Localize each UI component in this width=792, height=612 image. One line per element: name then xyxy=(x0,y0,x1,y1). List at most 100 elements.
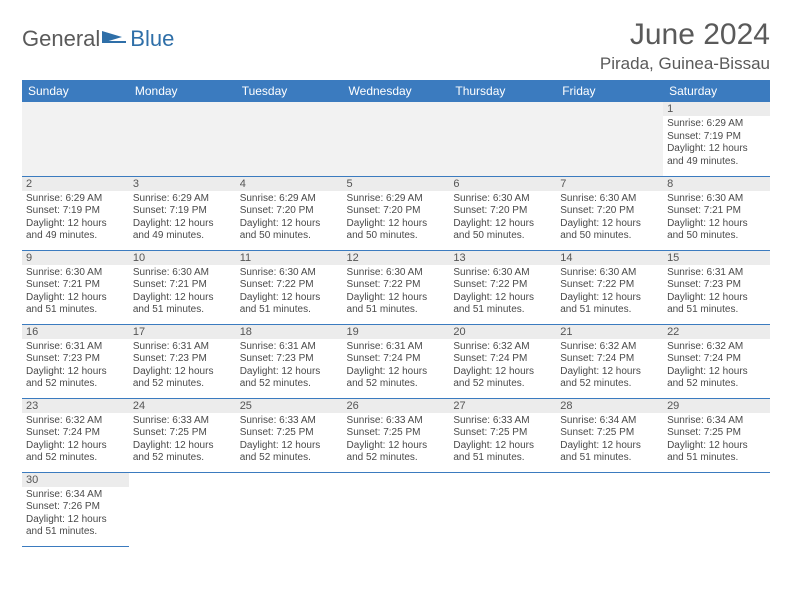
daylight-line: Daylight: 12 hours and 52 minutes. xyxy=(667,366,766,391)
daylight-line: Daylight: 12 hours and 49 minutes. xyxy=(133,218,232,243)
daylight-line: Daylight: 12 hours and 51 minutes. xyxy=(240,292,339,317)
daylight-line: Daylight: 12 hours and 50 minutes. xyxy=(347,218,446,243)
sunrise-line: Sunrise: 6:29 AM xyxy=(133,193,232,206)
daylight-line: Daylight: 12 hours and 51 minutes. xyxy=(667,440,766,465)
day-cell: 28 Sunrise: 6:34 AMSunset: 7:25 PMDayligh… xyxy=(556,398,663,472)
weekday-header: Thursday xyxy=(449,80,556,102)
daylight-line: Daylight: 12 hours and 52 minutes. xyxy=(26,440,125,465)
sunset-line: Sunset: 7:22 PM xyxy=(347,279,446,292)
calendar-row: 23Sunrise: 6:32 AMSunset: 7:24 PMDayligh… xyxy=(22,398,770,472)
daylight-line: Daylight: 12 hours and 51 minutes. xyxy=(560,440,659,465)
day-cell: 21Sunrise: 6:32 AMSunset: 7:24 PMDayligh… xyxy=(556,324,663,398)
sunset-line: Sunset: 7:25 PM xyxy=(560,427,659,440)
blank-cell xyxy=(129,472,236,546)
sunset-line: Sunset: 7:20 PM xyxy=(240,205,339,218)
daylight-line: Daylight: 12 hours and 52 minutes. xyxy=(240,440,339,465)
day-number: 19 xyxy=(343,325,450,339)
day-number: 25 xyxy=(236,399,343,413)
blank-cell xyxy=(236,472,343,546)
brand-logo: General Blue xyxy=(22,26,174,52)
daylight-line: Daylight: 12 hours and 50 minutes. xyxy=(560,218,659,243)
day-number: 14 xyxy=(556,251,663,265)
sunrise-line: Sunrise: 6:33 AM xyxy=(133,415,232,428)
day-cell: 11Sunrise: 6:30 AMSunset: 7:22 PMDayligh… xyxy=(236,250,343,324)
sunset-line: Sunset: 7:25 PM xyxy=(667,427,766,440)
sunset-line: Sunset: 7:23 PM xyxy=(240,353,339,366)
day-number: 13 xyxy=(449,251,556,265)
day-cell: 22Sunrise: 6:32 AMSunset: 7:24 PMDayligh… xyxy=(663,324,770,398)
day-cell: 13Sunrise: 6:30 AMSunset: 7:22 PMDayligh… xyxy=(449,250,556,324)
weekday-header: Friday xyxy=(556,80,663,102)
sunrise-line: Sunrise: 6:31 AM xyxy=(26,341,125,354)
weekday-header: Wednesday xyxy=(343,80,450,102)
day-cell: 27Sunrise: 6:33 AMSunset: 7:25 PMDayligh… xyxy=(449,398,556,472)
sunset-line: Sunset: 7:19 PM xyxy=(133,205,232,218)
sunset-line: Sunset: 7:21 PM xyxy=(26,279,125,292)
sunset-line: Sunset: 7:25 PM xyxy=(240,427,339,440)
title-block: June 2024 Pirada, Guinea-Bissau xyxy=(600,18,770,74)
flag-icon xyxy=(102,27,128,52)
sunset-line: Sunset: 7:24 PM xyxy=(347,353,446,366)
blank-cell xyxy=(663,472,770,546)
day-number: 18 xyxy=(236,325,343,339)
calendar-row: 9Sunrise: 6:30 AMSunset: 7:21 PMDaylight… xyxy=(22,250,770,324)
day-number: 21 xyxy=(556,325,663,339)
day-number: 15 xyxy=(663,251,770,265)
daylight-line: Daylight: 12 hours and 51 minutes. xyxy=(667,292,766,317)
day-number: 26 xyxy=(343,399,450,413)
day-number: 28 xyxy=(556,399,663,413)
calendar-row: 2Sunrise: 6:29 AMSunset: 7:19 PMDaylight… xyxy=(22,176,770,250)
blank-cell xyxy=(556,102,663,176)
day-cell: 19Sunrise: 6:31 AMSunset: 7:24 PMDayligh… xyxy=(343,324,450,398)
calendar-body: 1Sunrise: 6:29 AMSunset: 7:19 PMDaylight… xyxy=(22,102,770,546)
sunset-line: Sunset: 7:25 PM xyxy=(133,427,232,440)
weekday-header: Tuesday xyxy=(236,80,343,102)
sunset-line: Sunset: 7:20 PM xyxy=(560,205,659,218)
sunrise-line: Sunrise: 6:31 AM xyxy=(347,341,446,354)
sunset-line: Sunset: 7:19 PM xyxy=(26,205,125,218)
day-cell: 9Sunrise: 6:30 AMSunset: 7:21 PMDaylight… xyxy=(22,250,129,324)
sunrise-line: Sunrise: 6:30 AM xyxy=(133,267,232,280)
day-cell: 6Sunrise: 6:30 AMSunset: 7:20 PMDaylight… xyxy=(449,176,556,250)
day-number: 3 xyxy=(129,177,236,191)
blank-cell xyxy=(343,472,450,546)
daylight-line: Daylight: 12 hours and 52 minutes. xyxy=(133,366,232,391)
sunset-line: Sunset: 7:24 PM xyxy=(453,353,552,366)
daylight-line: Daylight: 12 hours and 50 minutes. xyxy=(453,218,552,243)
day-number: 22 xyxy=(663,325,770,339)
sunrise-line: Sunrise: 6:30 AM xyxy=(560,267,659,280)
blank-cell xyxy=(343,102,450,176)
sunset-line: Sunset: 7:25 PM xyxy=(347,427,446,440)
sunset-line: Sunset: 7:20 PM xyxy=(453,205,552,218)
daylight-line: Daylight: 12 hours and 49 minutes. xyxy=(667,143,766,168)
blank-cell xyxy=(556,472,663,546)
sunset-line: Sunset: 7:19 PM xyxy=(667,131,766,144)
blank-cell xyxy=(449,102,556,176)
sunset-line: Sunset: 7:22 PM xyxy=(453,279,552,292)
sunset-line: Sunset: 7:21 PM xyxy=(133,279,232,292)
day-cell: 5Sunrise: 6:29 AMSunset: 7:20 PMDaylight… xyxy=(343,176,450,250)
sunrise-line: Sunrise: 6:31 AM xyxy=(240,341,339,354)
sunrise-line: Sunrise: 6:30 AM xyxy=(453,267,552,280)
day-cell: 2Sunrise: 6:29 AMSunset: 7:19 PMDaylight… xyxy=(22,176,129,250)
day-cell: 29Sunrise: 6:34 AMSunset: 7:25 PMDayligh… xyxy=(663,398,770,472)
sunset-line: Sunset: 7:24 PM xyxy=(560,353,659,366)
day-cell: 7Sunrise: 6:30 AMSunset: 7:20 PMDaylight… xyxy=(556,176,663,250)
sunset-line: Sunset: 7:21 PM xyxy=(667,205,766,218)
day-number: 8 xyxy=(663,177,770,191)
day-number: 16 xyxy=(22,325,129,339)
calendar-row: 1Sunrise: 6:29 AMSunset: 7:19 PMDaylight… xyxy=(22,102,770,176)
sunrise-line: Sunrise: 6:34 AM xyxy=(560,415,659,428)
daylight-line: Daylight: 12 hours and 49 minutes. xyxy=(26,218,125,243)
sunrise-line: Sunrise: 6:31 AM xyxy=(667,267,766,280)
sunrise-line: Sunrise: 6:30 AM xyxy=(26,267,125,280)
weekday-header: Sunday xyxy=(22,80,129,102)
sunrise-line: Sunrise: 6:29 AM xyxy=(240,193,339,206)
day-cell: 3 Sunrise: 6:29 AMSunset: 7:19 PMDaylight… xyxy=(129,176,236,250)
sunrise-line: Sunrise: 6:30 AM xyxy=(453,193,552,206)
weekday-header-row: SundayMondayTuesdayWednesdayThursdayFrid… xyxy=(22,80,770,102)
sunrise-line: Sunrise: 6:29 AM xyxy=(667,118,766,131)
sunset-line: Sunset: 7:25 PM xyxy=(453,427,552,440)
day-number: 29 xyxy=(663,399,770,413)
sunrise-line: Sunrise: 6:34 AM xyxy=(26,489,125,502)
